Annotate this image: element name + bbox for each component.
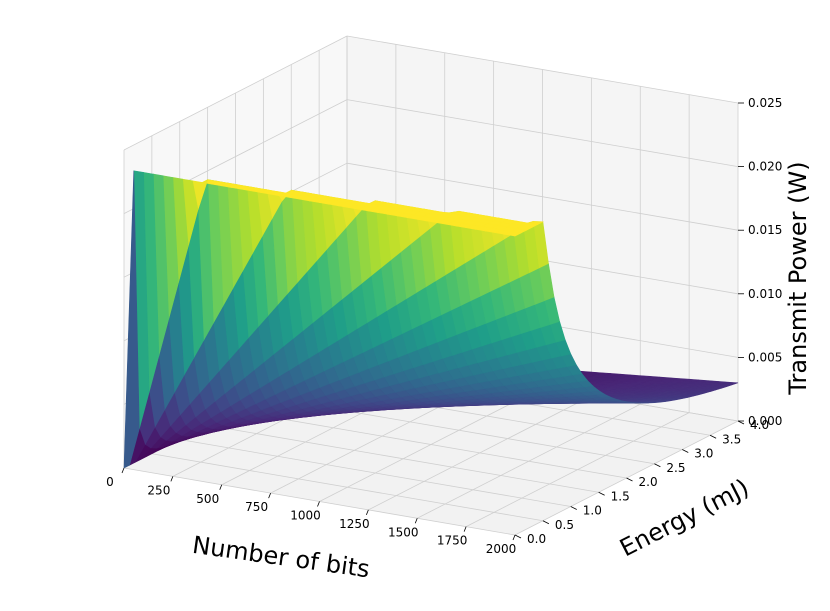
y-tick-label: 2.0 (639, 475, 658, 489)
x-tick-label: 750 (245, 500, 268, 514)
x-tick-label-mark (269, 493, 271, 498)
x-tick-label: 250 (147, 483, 170, 497)
z-tick-label: 0.025 (748, 96, 782, 110)
y-tick-label-mark (654, 464, 660, 467)
x-tick-label-mark (122, 468, 124, 473)
x-tick-label: 1500 (388, 525, 419, 539)
x-tick-label: 1250 (339, 517, 370, 531)
x-tick-label-mark (415, 518, 417, 523)
y-tick-label: 1.0 (583, 504, 602, 518)
y-tick-label: 1.5 (611, 489, 630, 503)
y-tick-label: 2.5 (666, 461, 685, 475)
x-tick-label: 500 (196, 492, 219, 506)
x-tick-label: 1750 (437, 534, 468, 548)
x-tick-label-mark (171, 476, 173, 481)
y-tick-label-mark (710, 435, 716, 438)
x-tick-label: 1000 (290, 509, 321, 523)
y-tick-label-mark (515, 535, 521, 538)
x-tick-label: 0 (106, 475, 114, 489)
y-tick-label-mark (599, 492, 605, 495)
z-tick-label: 0.015 (748, 223, 782, 237)
y-tick-label: 0.0 (527, 532, 546, 546)
z-tick-label: 0.010 (748, 287, 782, 301)
x-tick-label-mark (366, 510, 368, 515)
x-tick-label-mark (464, 527, 466, 532)
x-tick-label: 2000 (486, 542, 517, 556)
y-tick-label: 3.5 (722, 432, 741, 446)
y-tick-label-mark (738, 421, 744, 424)
z-axis-label: Transmit Power (W) (784, 161, 812, 395)
z-tick-label: 0.000 (748, 414, 782, 428)
y-tick-label: 3.0 (694, 447, 713, 461)
z-tick-label: 0.020 (748, 160, 782, 174)
z-tick-label: 0.005 (748, 350, 782, 364)
x-axis-label: Number of bits (191, 531, 372, 584)
y-tick-label-mark (627, 478, 633, 481)
x-tick-label-mark (318, 502, 320, 507)
y-tick-label-mark (543, 521, 549, 524)
x-tick-label-mark (220, 485, 222, 490)
y-tick-label-mark (571, 507, 577, 510)
y-axis-label: Energy (mJ) (615, 473, 753, 562)
y-tick-label: 0.5 (555, 518, 574, 532)
y-tick-label-mark (682, 450, 688, 453)
x-tick-label-mark (513, 535, 515, 540)
